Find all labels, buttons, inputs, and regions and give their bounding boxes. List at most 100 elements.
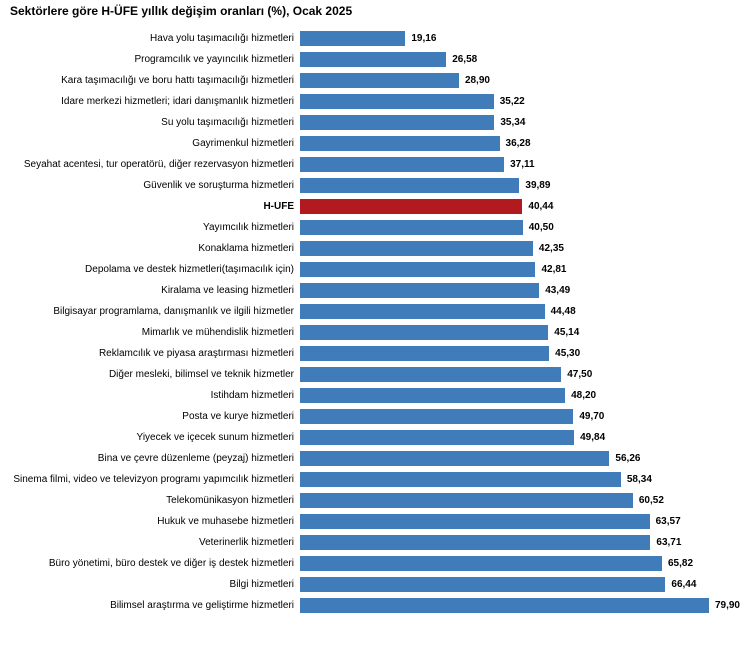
bar-value: 28,90 [465,75,490,86]
bar-value: 58,34 [627,474,652,485]
bar-value: 42,35 [539,243,564,254]
bar-label: Mimarlık ve mühendislik hizmetleri [10,327,300,338]
bar-label: Hava yolu taşımacılığı hizmetleri [10,33,300,44]
bar-label: Bilimsel araştırma ve geliştirme hizmetl… [10,600,300,611]
bar-fill [300,136,500,151]
bar-row: Depolama ve destek hizmetleri(taşımacılı… [10,259,740,280]
bar-row: Yayımcılık hizmetleri40,50 [10,217,740,238]
bar-area: 47,50 [300,364,740,385]
bar-fill [300,94,494,109]
bar-fill [300,409,573,424]
bar-value: 37,11 [510,159,534,170]
bar-value: 42,81 [541,264,566,275]
bar-value: 65,82 [668,558,693,569]
bar-row: Güvenlik ve soruşturma hizmetleri39,89 [10,175,740,196]
bar-label: Reklamcılık ve piyasa araştırması hizmet… [10,348,300,359]
bar-fill [300,472,621,487]
bar-value: 48,20 [571,390,596,401]
bar-fill [300,451,609,466]
bar-row: Bilgi hizmetleri66,44 [10,574,740,595]
bar-fill [300,388,565,403]
bar-label: Veterinerlik hizmetleri [10,537,300,548]
bar-area: 58,34 [300,469,740,490]
bar-label: Bilgi hizmetleri [10,579,300,590]
chart-container: Sektörlere göre H-ÜFE yıllık değişim ora… [0,0,750,632]
bar-row: Sinema filmi, video ve televizyon progra… [10,469,740,490]
bar-row: Bina ve çevre düzenleme (peyzaj) hizmetl… [10,448,740,469]
bar-label: Kiralama ve leasing hizmetleri [10,285,300,296]
bar-fill [300,52,446,67]
bar-label: Yayımcılık hizmetleri [10,222,300,233]
bar-fill [300,220,523,235]
bar-area: 45,30 [300,343,740,364]
bar-area: 26,58 [300,49,740,70]
bar-label: Konaklama hizmetleri [10,243,300,254]
bar-fill [300,157,504,172]
bar-area: 40,50 [300,217,740,238]
bar-area: 35,34 [300,112,740,133]
bar-label: Posta ve kurye hizmetleri [10,411,300,422]
bar-fill [300,493,633,508]
bar-label: Kara taşımacılığı ve boru hattı taşımacı… [10,75,300,86]
bar-fill [300,430,574,445]
bar-row: Bilimsel araştırma ve geliştirme hizmetl… [10,595,740,616]
bar-row: Posta ve kurye hizmetleri49,70 [10,406,740,427]
bar-row: H-ÜFE40,44 [10,196,740,217]
bar-row: Mimarlık ve mühendislik hizmetleri45,14 [10,322,740,343]
bar-fill [300,304,545,319]
bar-area: 45,14 [300,322,740,343]
bar-fill [300,31,405,46]
bar-value: 56,26 [615,453,640,464]
bar-list: Hava yolu taşımacılığı hizmetleri19,16Pr… [10,28,740,616]
bar-fill [300,325,548,340]
bar-fill [300,514,650,529]
bar-area: 28,90 [300,70,740,91]
bar-area: 43,49 [300,280,740,301]
bar-value: 60,52 [639,495,664,506]
bar-fill [300,241,533,256]
bar-label: Bilgisayar programlama, danışmanlık ve i… [10,306,300,317]
bar-label: Sinema filmi, video ve televizyon progra… [10,474,300,485]
bar-label: Su yolu taşımacılığı hizmetleri [10,117,300,128]
bar-label: İstihdam hizmetleri [10,390,300,401]
bar-area: 35,22 [300,91,740,112]
bar-area: 42,35 [300,238,740,259]
bar-row: Gayrimenkul hizmetleri36,28 [10,133,740,154]
bar-area: 66,44 [300,574,740,595]
bar-value: 35,34 [500,117,525,128]
bar-area: 65,82 [300,553,740,574]
bar-value: 63,71 [656,537,681,548]
bar-value: 44,48 [551,306,576,317]
bar-row: Diğer mesleki, bilimsel ve teknik hizmet… [10,364,740,385]
bar-area: 36,28 [300,133,740,154]
bar-row: Su yolu taşımacılığı hizmetleri 35,34 [10,112,740,133]
bar-fill [300,346,549,361]
bar-fill [300,367,561,382]
bar-fill [300,283,539,298]
bar-fill [300,577,665,592]
bar-row: İstihdam hizmetleri 48,20 [10,385,740,406]
bar-fill [300,598,709,613]
bar-area: 49,70 [300,406,740,427]
bar-label: Bina ve çevre düzenleme (peyzaj) hizmetl… [10,453,300,464]
bar-area: 42,81 [300,259,740,280]
bar-label: Diğer mesleki, bilimsel ve teknik hizmet… [10,369,300,380]
bar-row: Konaklama hizmetleri 42,35 [10,238,740,259]
bar-row: İdare merkezi hizmetleri; idari danışman… [10,91,740,112]
bar-row: Büro yönetimi, büro destek ve diğer iş d… [10,553,740,574]
bar-row: Kara taşımacılığı ve boru hattı taşımacı… [10,70,740,91]
bar-value: 49,84 [580,432,605,443]
bar-area: 37,11 [300,154,740,175]
bar-label: Gayrimenkul hizmetleri [10,138,300,149]
bar-label: Seyahat acentesi, tur operatörü, diğer r… [10,159,300,170]
bar-value: 45,30 [555,348,580,359]
bar-row: Telekomünikasyon hizmetleri60,52 [10,490,740,511]
bar-fill [300,535,650,550]
bar-value: 39,89 [525,180,550,191]
bar-row: Programcılık ve yayıncılık hizmetleri26,… [10,49,740,70]
bar-value: 47,50 [567,369,592,380]
bar-row: Bilgisayar programlama, danışmanlık ve i… [10,301,740,322]
bar-label: H-ÜFE [10,201,300,212]
bar-value: 26,58 [452,54,477,65]
bar-value: 35,22 [500,96,525,107]
